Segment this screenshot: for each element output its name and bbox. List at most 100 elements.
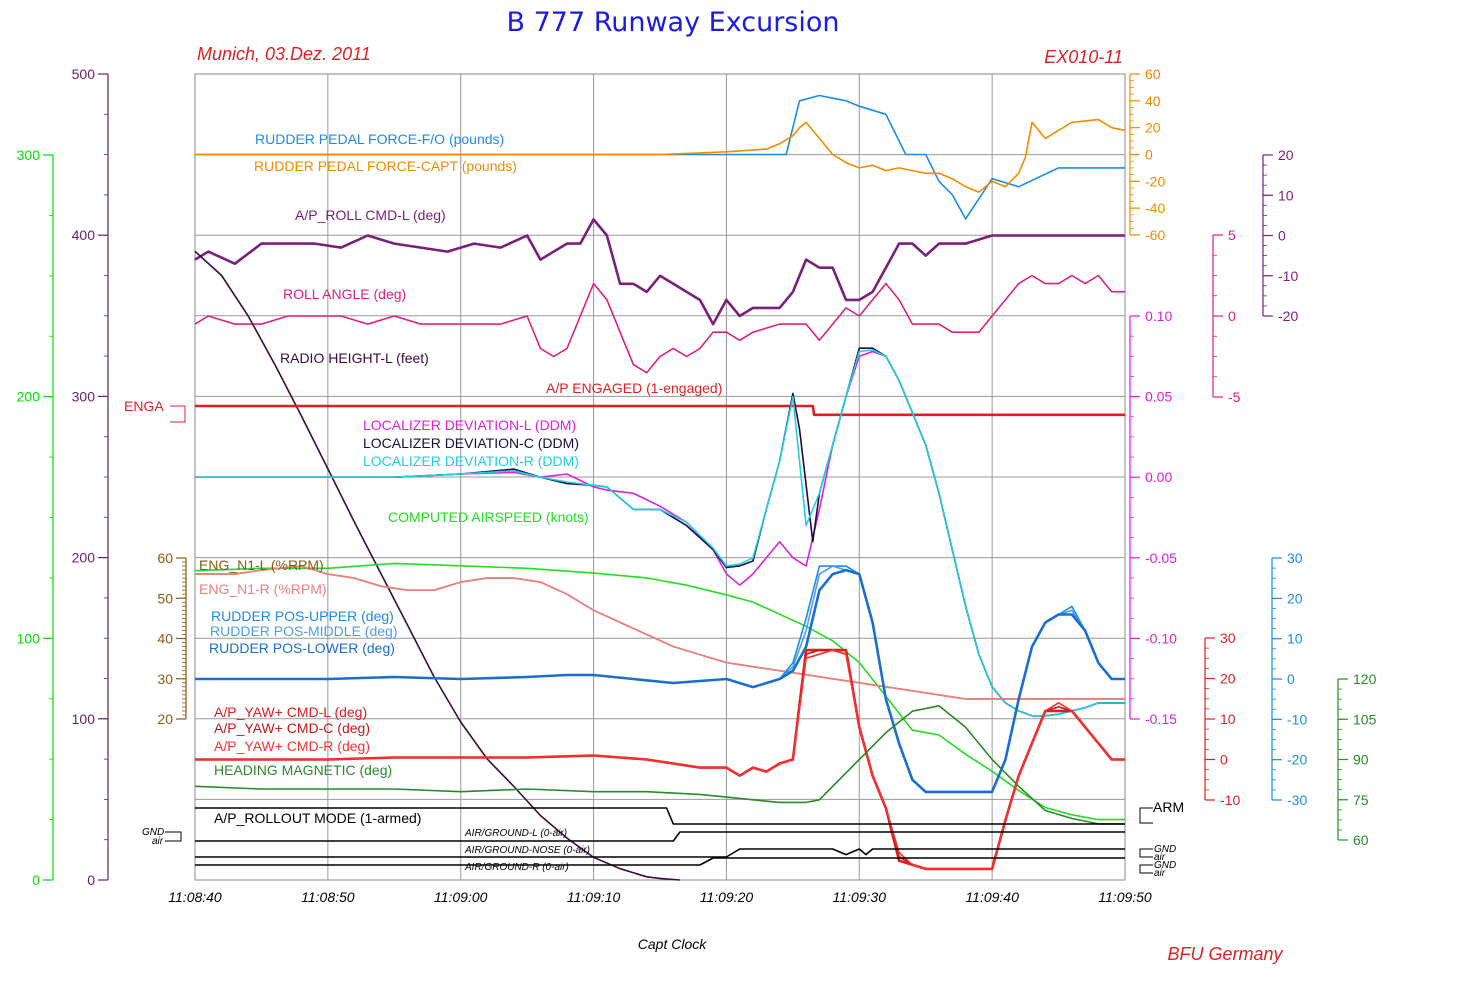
axis-radio-height: 0 100 200 300 400 500 — [72, 66, 109, 888]
series-line-a-p-roll-cmd-l-deg — [194, 218, 1125, 326]
air-marker-right-2: air — [1154, 868, 1166, 879]
axis-tick-label: 40 — [157, 631, 173, 647]
axis-tick-label: 0.05 — [1145, 389, 1172, 405]
series-label-eng-n1-r-rpm: ENG_N1-R (%RPM) — [199, 581, 327, 597]
series-label-rudder-pos-upper-deg: RUDDER POS-UPPER (deg) — [211, 608, 394, 624]
axis-roll-cmd: 20 10 0 -10 -20 — [1262, 147, 1298, 324]
axis-tick-label: 0 — [32, 872, 40, 888]
series-line-radio-height-l-feet — [194, 250, 680, 881]
series-line-a-p-rollout-mode-1-armed — [195, 807, 1125, 825]
series-line-rudder-pedal-force-f-o-pounds — [195, 94, 1125, 220]
axis-tick-label: 120 — [1353, 671, 1377, 687]
axis-tick-label: -20 — [1278, 308, 1298, 324]
air-marker-left: air — [152, 836, 164, 847]
axis-green-main: 0 100 200 300 — [17, 147, 54, 888]
series-label-rudder-pos-middle-deg: RUDDER POS-MIDDLE (deg) — [210, 623, 397, 639]
axis-tick-label: 20 — [157, 711, 173, 727]
axis-localizer: 0.10 0.05 0.00 -0.05 -0.10 -0.15 — [1129, 308, 1177, 727]
axis-tick-label: 30 — [1287, 550, 1303, 566]
series-line-computed-airspeed-knots — [194, 562, 1125, 821]
series-labels: RUDDER PEDAL FORCE-F/O (pounds) RUDDER PE… — [199, 131, 722, 873]
series-label-a-p-engaged-1-engaged: A/P ENGAGED (1-engaged) — [546, 380, 722, 396]
series-line-rudder-pedal-force-capt-pounds — [195, 118, 1126, 193]
axis-tick-label: 300 — [17, 147, 41, 163]
engaged-marker-label: ENGA — [124, 398, 164, 414]
axis-tick-label: -10 — [1287, 711, 1307, 727]
report-id: EX010-11 — [1044, 47, 1123, 67]
axis-n1: 60 50 40 30 20 — [157, 550, 187, 727]
x-tick-label: 11:09:50 — [1098, 889, 1152, 905]
axis-tick-label: 105 — [1353, 711, 1377, 727]
series-label-a-p-yaw-cmd-l-deg: A/P_YAW+ CMD-L (deg) — [214, 704, 367, 720]
axis-tick-label: 100 — [17, 630, 41, 646]
series-line-localizer-deviation-c-ddm — [195, 347, 1125, 717]
axis-tick-label: 20 — [1145, 120, 1161, 136]
series-label-eng-n1-l-rpm: ENG_N1-L (%RPM) — [199, 557, 324, 573]
series-label-a-p-yaw-cmd-c-deg: A/P_YAW+ CMD-C (deg) — [214, 720, 370, 736]
axis-tick-label: 0 — [87, 872, 95, 888]
axis-tick-label: 0 — [1145, 147, 1153, 163]
series-line-air-ground-l-0-air — [195, 831, 1125, 842]
axis-rudder-pos: 30 20 10 0 -10 -20 -30 — [1271, 550, 1307, 808]
series-line-air-ground-nose-0-air — [195, 848, 1125, 858]
x-tick-label: 11:09:00 — [434, 889, 488, 905]
axis-yaw-cmd: 30 20 10 0 -10 — [1204, 630, 1240, 808]
series-line-rudder-pos-lower-deg — [195, 568, 1125, 794]
x-tick-label: 11:08:40 — [168, 889, 222, 905]
series-label-localizer-deviation-l-ddm: LOCALIZER DEVIATION-L (DDM) — [363, 417, 576, 433]
series-layer — [194, 94, 1126, 881]
x-tick-label: 11:08:50 — [301, 889, 355, 905]
axis-tick-label: 10 — [1220, 711, 1236, 727]
series-label-a-p-roll-cmd-l-deg: A/P_ROLL CMD-L (deg) — [295, 207, 446, 223]
axis-tick-label: 30 — [1220, 630, 1236, 646]
axis-tick-label: 75 — [1353, 792, 1369, 808]
axis-tick-label: 0.00 — [1145, 469, 1172, 485]
x-tick-label: 11:09:10 — [567, 889, 621, 905]
axis-heading: 120 105 90 75 60 — [1337, 671, 1377, 848]
chart-title: B 777 Runway Excursion — [506, 7, 839, 38]
axis-tick-label: 0 — [1220, 752, 1228, 768]
x-tick-label: 11:09:30 — [833, 889, 887, 905]
series-label-rudder-pedal-force-f-o-pounds: RUDDER PEDAL FORCE-F/O (pounds) — [255, 131, 504, 147]
gnd-marker-right-1: GND — [1154, 844, 1176, 855]
x-tick-label: 11:09:40 — [965, 889, 1019, 905]
location-date: Munich, 03.Dez. 2011 — [197, 44, 371, 64]
axis-tick-label: -0.10 — [1145, 630, 1177, 646]
axis-tick-label: -20 — [1145, 173, 1165, 189]
x-tick-label: 11:09:20 — [700, 889, 754, 905]
series-label-heading-magnetic-deg: HEADING MAGNETIC (deg) — [214, 762, 392, 778]
axis-tick-label: -5 — [1228, 389, 1241, 405]
series-label-air-ground-l-0-air: AIR/GROUND-L (0-air) — [464, 828, 567, 839]
axis-tick-label: 60 — [157, 550, 173, 566]
axis-tick-label: 5 — [1228, 227, 1236, 243]
axis-tick-label: 60 — [1353, 832, 1369, 848]
series-label-air-ground-r-0-air: AIR/GROUND-R (0-air) — [464, 862, 569, 873]
axis-tick-label: 0 — [1287, 671, 1295, 687]
axis-tick-label: 50 — [157, 590, 173, 606]
series-line-air-ground-r-0-air — [195, 857, 1125, 866]
axis-tick-label: -0.05 — [1145, 550, 1177, 566]
gnd-marker-right-2: GND — [1154, 860, 1176, 871]
series-label-a-p-yaw-cmd-r-deg: A/P_YAW+ CMD-R (deg) — [214, 738, 370, 754]
footer-org: BFU Germany — [1167, 944, 1283, 964]
armed-marker-label: ARM — [1153, 799, 1184, 815]
axis-tick-label: 40 — [1145, 93, 1161, 109]
axis-tick-label: 20 — [1287, 590, 1303, 606]
series-label-air-ground-nose-0-air: AIR/GROUND-NOSE (0-air) — [464, 845, 590, 856]
series-line-roll-angle-deg — [194, 274, 1125, 374]
axis-tick-label: 200 — [17, 389, 41, 405]
axis-tick-label: -20 — [1287, 752, 1307, 768]
axis-tick-label: -10 — [1278, 268, 1298, 284]
series-label-rudder-pedal-force-capt-pounds: RUDDER PEDAL FORCE-CAPT (pounds) — [254, 158, 517, 174]
x-ticks: 11:08:40 11:08:50 11:09:00 11:09:10 11:09:20… — [168, 889, 1152, 905]
axis-tick-label: 60 — [1145, 66, 1161, 82]
axis-tick-label: -60 — [1145, 227, 1165, 243]
axis-rudder-force: 60 40 20 0 -20 -40 -60 — [1129, 66, 1165, 243]
axis-tick-label: 20 — [1220, 671, 1236, 687]
axis-tick-label: 20 — [1278, 147, 1294, 163]
axis-tick-label: 200 — [72, 550, 96, 566]
axis-tick-label: 90 — [1353, 752, 1369, 768]
axis-tick-label: 10 — [1287, 631, 1303, 647]
